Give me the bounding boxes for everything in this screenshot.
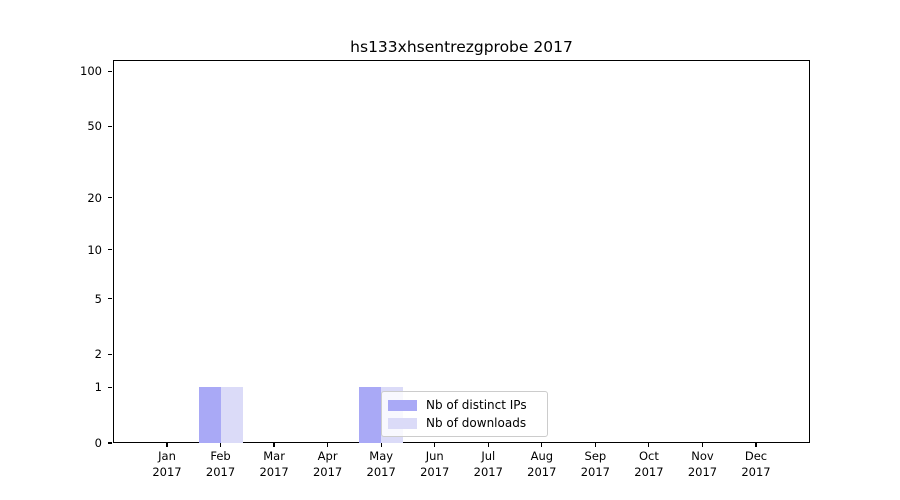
x-axis-tick (755, 443, 757, 447)
y-axis-tick (108, 125, 112, 127)
x-axis-tick-label: May 2017 (366, 449, 396, 479)
y-axis-tick-label: 10 (87, 242, 102, 257)
chart-title: hs133xhsentrezgprobe 2017 (350, 38, 573, 56)
y-axis-tick (108, 197, 112, 199)
legend-entry-downloads: Nb of downloads (388, 416, 539, 430)
x-axis-tick (701, 443, 704, 447)
x-axis-tick (166, 443, 168, 447)
x-axis-tick-label: Jan 2017 (152, 449, 182, 479)
y-axis-tick-label: 2 (94, 347, 102, 362)
x-axis-tick (327, 443, 329, 447)
y-axis-tick-label: 20 (87, 190, 102, 205)
y-axis-tick (108, 353, 112, 356)
legend: Nb of distinct IPs Nb of downloads (381, 391, 548, 437)
x-axis-tick-label: Sep 2017 (580, 449, 610, 479)
y-axis-tick-label: 1 (94, 380, 102, 395)
y-axis-tick-label: 100 (80, 64, 102, 79)
bar-nb-of-distinct-ips (198, 387, 221, 443)
x-axis-tick (487, 443, 489, 447)
y-axis-tick-label: 50 (87, 119, 102, 134)
x-axis-tick-label: Dec 2017 (741, 449, 771, 479)
x-axis-tick (273, 443, 275, 447)
x-axis-tick (380, 443, 382, 447)
y-axis-tick-label: 0 (94, 436, 102, 450)
legend-label-downloads: Nb of downloads (426, 416, 527, 430)
x-axis-tick-label: Jul 2017 (473, 449, 503, 479)
x-axis-tick (594, 443, 596, 447)
y-axis-tick (108, 298, 112, 300)
legend-label-distinct-ips: Nb of distinct IPs (426, 398, 527, 412)
x-axis-tick-label: Jun 2017 (420, 449, 450, 479)
y-axis-tick (108, 249, 112, 251)
x-axis-tick-label: Mar 2017 (259, 449, 289, 479)
bar-nb-of-distinct-ips (359, 387, 382, 443)
bar-nb-of-downloads (220, 387, 243, 443)
x-axis-tick-label: Nov 2017 (687, 449, 718, 479)
x-axis-tick-label: Oct 2017 (634, 449, 664, 479)
y-axis-tick (108, 70, 112, 72)
x-axis-tick-label: Apr 2017 (312, 449, 343, 479)
y-axis-tick (108, 386, 112, 388)
x-axis-tick (219, 443, 222, 447)
legend-entry-distinct-ips: Nb of distinct IPs (388, 398, 539, 412)
x-axis-tick (434, 443, 436, 447)
y-axis-tick-label: 5 (94, 291, 102, 306)
legend-swatch-distinct-ips (388, 399, 417, 411)
legend-swatch-downloads (388, 417, 417, 429)
x-axis-tick-label: Feb 2017 (205, 449, 236, 479)
x-axis-tick (648, 443, 650, 447)
y-axis-tick (108, 442, 112, 444)
x-axis-tick (541, 443, 543, 447)
x-axis-tick-label: Aug 2017 (527, 449, 557, 479)
plot-area (113, 60, 810, 443)
